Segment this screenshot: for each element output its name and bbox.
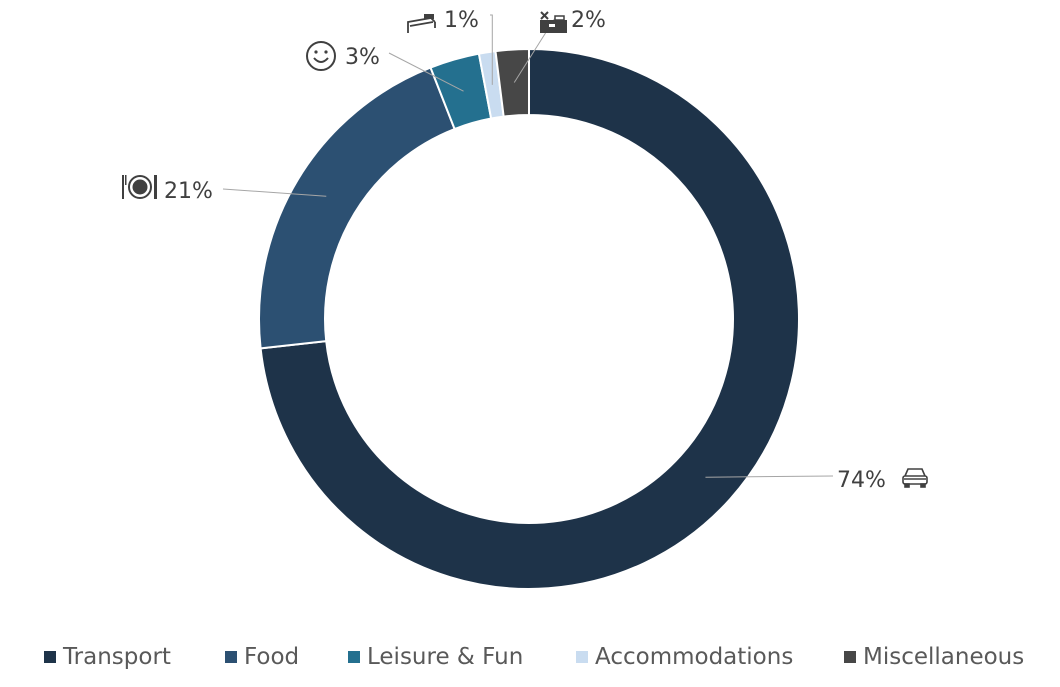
leader-line-accommodations — [490, 14, 493, 85]
legend-label-miscellaneous: Miscellaneous — [863, 644, 1025, 670]
legend-item-transport: Transport — [44, 640, 171, 674]
legend-swatch-leisure — [348, 651, 360, 663]
donut-chart-svg: 74% 21% 3% 1% 2% — [122, 8, 928, 590]
data-label-accommodations: 1% — [444, 8, 479, 33]
car-icon — [902, 468, 928, 488]
smiley-icon — [306, 41, 336, 71]
donut-slice-transport — [259, 47, 800, 590]
legend-item-miscellaneous: Miscellaneous — [844, 640, 1024, 674]
donut-slices — [258, 47, 800, 590]
donut-slice-food — [258, 66, 456, 350]
bed-icon — [407, 14, 436, 33]
legend-label-transport: Transport — [63, 644, 171, 670]
leader-line-transport — [705, 475, 834, 478]
legend-swatch-miscellaneous — [844, 651, 856, 663]
data-label-food: 21% — [164, 179, 213, 204]
data-label-transport: 74% — [837, 468, 886, 493]
toolbox-icon — [540, 11, 567, 33]
data-label-miscellaneous: 2% — [571, 8, 606, 33]
leader-line-leisure — [388, 52, 464, 92]
legend-swatch-accommodations — [576, 651, 588, 663]
legend-label-food: Food — [244, 644, 300, 670]
legend-label-accommodations: Accommodations — [595, 644, 794, 670]
plate-cutlery-icon — [122, 175, 157, 199]
legend-item-accommodations: Accommodations — [576, 640, 793, 674]
legend-swatch-transport — [44, 651, 56, 663]
leader-line-food — [222, 188, 327, 197]
donut-slice-miscellaneous — [494, 47, 530, 118]
chart-legend: Transport Food Leisure & Fun Accommodati… — [0, 640, 1060, 674]
legend-item-food: Food — [225, 640, 299, 674]
legend-label-leisure: Leisure & Fun — [367, 644, 524, 670]
legend-item-leisure: Leisure & Fun — [348, 640, 523, 674]
legend-swatch-food — [225, 651, 237, 663]
data-label-leisure: 3% — [345, 45, 380, 70]
